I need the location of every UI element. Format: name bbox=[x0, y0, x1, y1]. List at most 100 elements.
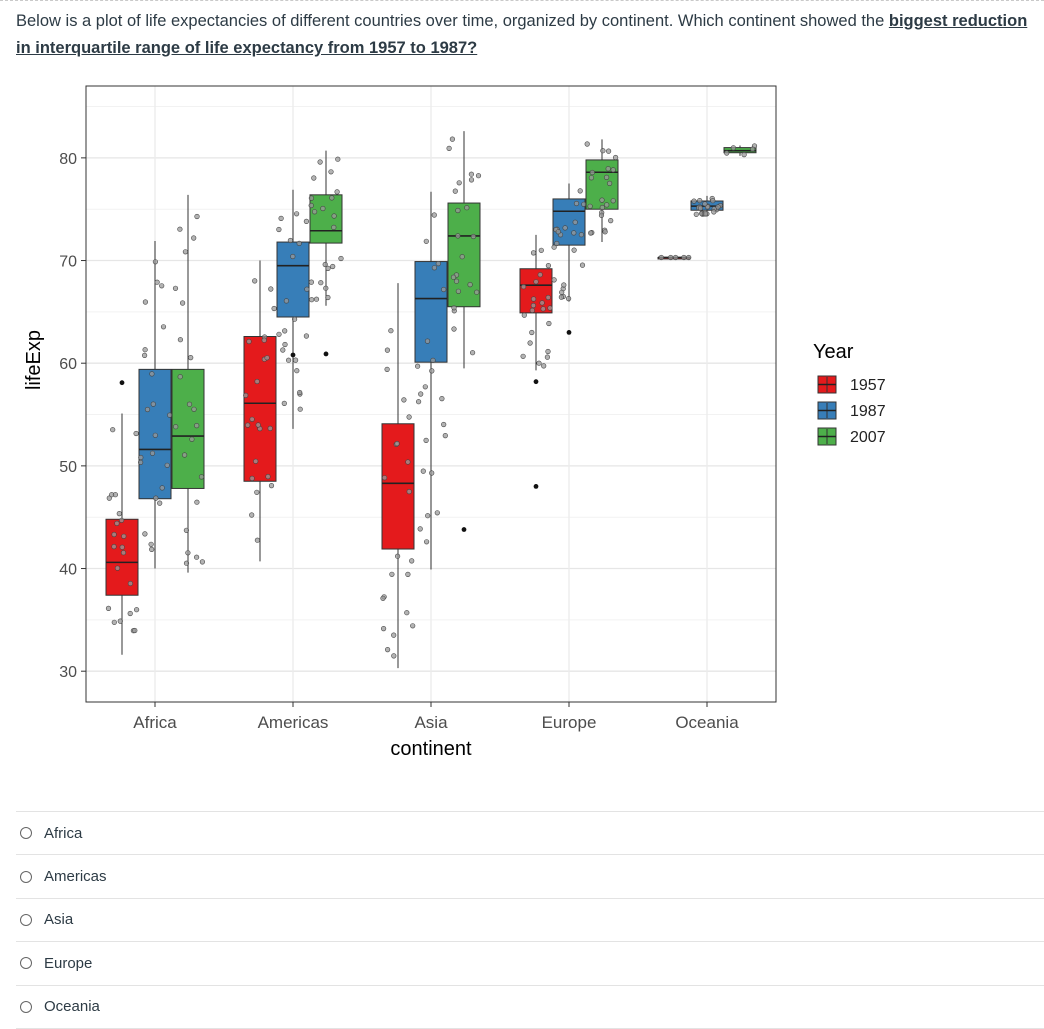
outlier-point bbox=[290, 352, 296, 358]
legend-label-2007: 2007 bbox=[850, 429, 886, 446]
jitter-point bbox=[182, 249, 188, 255]
jitter-point bbox=[111, 544, 117, 550]
jitter-point bbox=[182, 452, 188, 458]
y-tick-label: 40 bbox=[59, 562, 77, 579]
jitter-point bbox=[404, 610, 410, 616]
jitter-point bbox=[249, 475, 255, 482]
jitter-point bbox=[153, 495, 159, 501]
radio-icon[interactable] bbox=[20, 913, 32, 926]
jitter-point bbox=[297, 389, 303, 396]
jitter-point bbox=[546, 320, 552, 327]
jitter-point bbox=[608, 218, 614, 224]
y-tick-label: 80 bbox=[59, 151, 77, 168]
jitter-point bbox=[610, 167, 616, 173]
jitter-point bbox=[605, 148, 612, 154]
jitter-point bbox=[180, 300, 186, 306]
jitter-point bbox=[468, 177, 475, 183]
jitter-point bbox=[530, 296, 537, 302]
y-tick-label: 50 bbox=[59, 459, 77, 476]
jitter-point bbox=[254, 489, 260, 495]
jitter-point bbox=[577, 188, 583, 194]
jitter-point bbox=[382, 475, 388, 481]
jitter-point bbox=[322, 261, 328, 268]
jitter-point bbox=[545, 348, 551, 355]
radio-icon[interactable] bbox=[20, 1000, 32, 1013]
radio-icon[interactable] bbox=[20, 827, 32, 840]
jitter-point bbox=[446, 145, 452, 151]
jitter-point bbox=[149, 546, 155, 553]
jitter-point bbox=[249, 416, 255, 422]
jitter-point bbox=[681, 254, 687, 261]
option-europe[interactable]: Europe bbox=[16, 941, 1044, 984]
jitter-point bbox=[255, 422, 261, 428]
jitter-point bbox=[142, 352, 148, 359]
top-divider bbox=[0, 0, 1044, 1]
boxplot-chart: 30 40 50 60 70 80 Africa Americas Asia Europe Ocea… bbox=[23, 85, 886, 760]
jitter-point bbox=[335, 156, 341, 162]
jitter-point bbox=[159, 485, 165, 491]
jitter-point bbox=[470, 350, 476, 356]
jitter-point bbox=[391, 632, 397, 638]
jitter-point bbox=[329, 195, 335, 201]
jitter-point bbox=[724, 150, 730, 156]
jitter-point bbox=[159, 283, 165, 289]
jitter-point bbox=[697, 198, 703, 204]
jitter-point bbox=[152, 259, 158, 265]
jitter-point bbox=[283, 298, 290, 304]
jitter-point bbox=[579, 262, 586, 268]
jitter-point bbox=[441, 286, 447, 293]
jitter-point bbox=[455, 233, 461, 239]
box-1957-americas bbox=[243, 336, 277, 482]
jitter-point bbox=[290, 253, 296, 260]
jitter-point bbox=[415, 363, 421, 369]
jitter-point bbox=[119, 544, 125, 550]
jitter-point bbox=[183, 560, 190, 566]
option-africa[interactable]: Africa bbox=[16, 811, 1044, 854]
outlier-point bbox=[119, 380, 125, 386]
jitter-point bbox=[309, 297, 315, 303]
jitter-point bbox=[172, 285, 179, 291]
jitter-point bbox=[160, 324, 167, 330]
box-1957-europe bbox=[519, 268, 553, 314]
jitter-point bbox=[394, 441, 400, 447]
jitter-point bbox=[581, 201, 587, 207]
jitter-point bbox=[599, 204, 605, 211]
option-label: Africa bbox=[44, 824, 83, 842]
option-americas[interactable]: Americas bbox=[16, 854, 1044, 897]
legend-title: Year bbox=[813, 341, 854, 363]
jitter-point bbox=[189, 436, 195, 442]
jitter-point bbox=[599, 197, 605, 203]
jitter-point bbox=[551, 244, 557, 250]
jitter-point bbox=[572, 219, 578, 225]
x-tick-label: Americas bbox=[258, 713, 329, 732]
jitter-point bbox=[405, 571, 411, 578]
jitter-point bbox=[547, 305, 553, 311]
y-axis-label: lifeExp bbox=[23, 330, 45, 390]
option-asia[interactable]: Asia bbox=[16, 897, 1044, 941]
box-1987-americas bbox=[276, 241, 310, 318]
jitter-point bbox=[127, 610, 133, 617]
radio-icon[interactable] bbox=[20, 957, 32, 970]
jitter-point bbox=[521, 312, 527, 318]
jitter-point bbox=[177, 374, 183, 380]
jitter-point bbox=[540, 306, 546, 312]
jitter-point bbox=[320, 205, 326, 212]
jitter-point bbox=[391, 653, 397, 659]
jitter-point bbox=[562, 225, 568, 231]
jitter-point bbox=[451, 326, 457, 332]
jitter-point bbox=[388, 328, 394, 334]
jitter-point bbox=[606, 180, 613, 186]
jitter-point bbox=[691, 198, 697, 204]
jitter-point bbox=[331, 224, 337, 230]
jitter-point bbox=[117, 618, 123, 624]
jitter-point bbox=[686, 254, 692, 261]
jitter-point bbox=[538, 247, 544, 253]
x-tick-label: Asia bbox=[414, 713, 448, 732]
jitter-point bbox=[588, 230, 594, 236]
jitter-point bbox=[110, 427, 116, 433]
jitter-point bbox=[571, 247, 577, 253]
jitter-point bbox=[265, 474, 271, 480]
question-text: Below is a plot of life expectancies of … bbox=[16, 8, 1036, 62]
option-oceania[interactable]: Oceania bbox=[16, 984, 1044, 1029]
radio-icon[interactable] bbox=[20, 870, 32, 883]
